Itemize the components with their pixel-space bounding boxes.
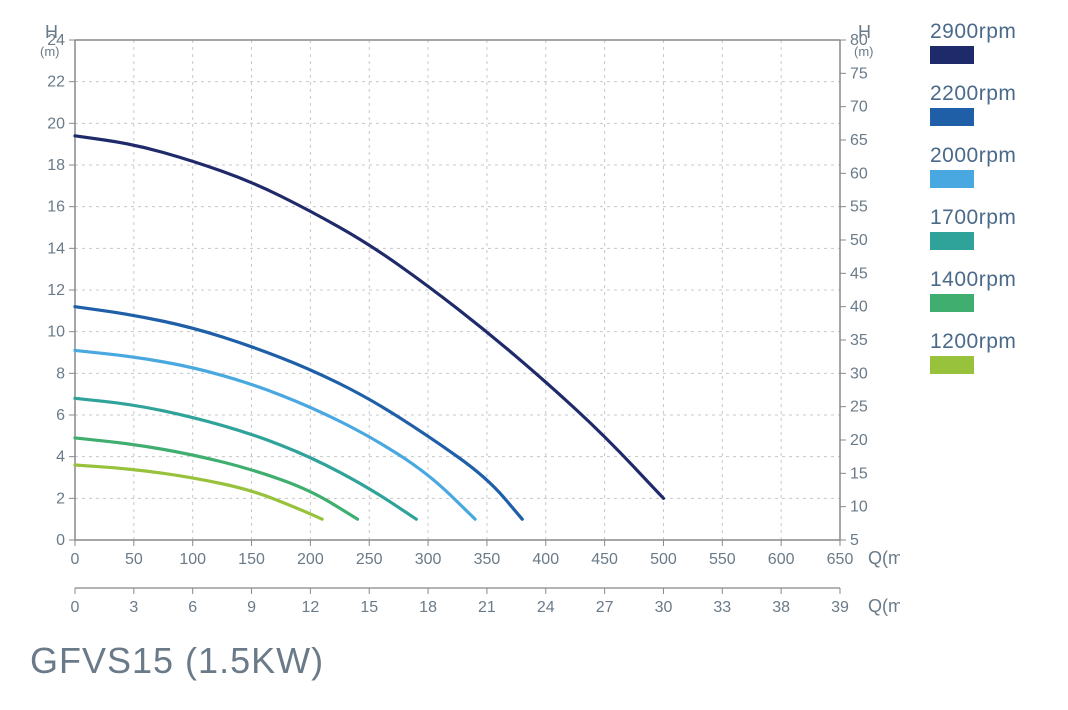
x2-axis-unit: Q(m³/h) [868,596,900,616]
x2-tick-label: 39 [831,599,849,616]
legend-label: 1400rpm [930,268,1016,292]
legend-label: 2000rpm [930,144,1016,168]
x2-tick-label: 6 [188,599,197,616]
series-2900rpm [75,136,663,499]
y-tick-label: 20 [47,115,65,132]
y-tick-label: 6 [56,407,65,424]
x-tick-label: 450 [591,551,618,568]
x-tick-label: 550 [709,551,736,568]
x-tick-label: 500 [650,551,677,568]
series-1200rpm [75,465,322,519]
chart-title: GFVS15 (1.5KW) [30,640,324,682]
legend-item: 1700rpm [930,206,1016,250]
series-1400rpm [75,438,357,519]
y-tick-label: 2 [56,490,65,507]
y-tick-label: 0 [56,532,65,549]
legend-label: 1200rpm [930,330,1016,354]
x2-tick-label: 38 [772,599,790,616]
y-tick-label: 14 [47,240,65,257]
x2-tick-label: 27 [596,599,614,616]
x-tick-label: 50 [125,551,143,568]
x-tick-label: 100 [179,551,206,568]
x2-tick-label: 21 [478,599,496,616]
y-tick-label: 8 [56,365,65,382]
x2-tick-label: 15 [360,599,378,616]
legend: 2900rpm 2200rpm 2000rpm 1700rpm 1400rpm 1200r… [930,20,1016,392]
y2-tick-label: 65 [850,132,868,149]
y2-tick-label: 40 [850,299,868,316]
x2-tick-label: 33 [713,599,731,616]
legend-item: 1200rpm [930,330,1016,374]
legend-swatch [930,170,974,188]
y2-tick-label: 25 [850,399,868,416]
y2-tick-label: 55 [850,199,868,216]
y2-tick-label: 50 [850,232,868,249]
x-axis-unit: Q(m³/h) [868,548,900,568]
y-tick-label: 16 [47,199,65,216]
x-tick-label: 650 [827,551,854,568]
y2-tick-label: 20 [850,432,868,449]
y2-axis-title: H [858,22,871,42]
x2-tick-label: 3 [129,599,138,616]
chart-figure: 024681012141618202224H(m)510152025303540… [0,0,1068,710]
y2-tick-label: 75 [850,65,868,82]
pump-curve-chart: 024681012141618202224H(m)510152025303540… [20,20,900,620]
y-tick-label: 10 [47,324,65,341]
y2-axis-unit: (m) [854,44,874,59]
x-tick-label: 600 [768,551,795,568]
x2-tick-label: 18 [419,599,437,616]
y2-tick-label: 60 [850,165,868,182]
x-tick-label: 0 [71,551,80,568]
x-tick-label: 150 [238,551,265,568]
legend-swatch [930,46,974,64]
y2-tick-label: 5 [850,532,859,549]
y-tick-label: 18 [47,157,65,174]
grid [75,40,840,540]
series-1700rpm [75,398,416,519]
x-tick-label: 300 [415,551,442,568]
legend-item: 2000rpm [930,144,1016,188]
y2-tick-label: 10 [850,499,868,516]
legend-item: 2900rpm [930,20,1016,64]
y-tick-label: 22 [47,74,65,91]
x2-tick-label: 9 [247,599,256,616]
x-tick-label: 250 [356,551,383,568]
y-tick-label: 4 [56,449,65,466]
legend-swatch [930,294,974,312]
x2-tick-label: 30 [655,599,673,616]
y2-tick-label: 15 [850,465,868,482]
y2-tick-label: 45 [850,265,868,282]
x-tick-label: 400 [532,551,559,568]
y2-tick-label: 35 [850,332,868,349]
x2-tick-label: 0 [71,599,80,616]
x-tick-label: 200 [297,551,324,568]
legend-swatch [930,232,974,250]
y-tick-label: 12 [47,282,65,299]
legend-label: 2900rpm [930,20,1016,44]
x2-tick-label: 24 [537,599,555,616]
x2-tick-label: 12 [301,599,319,616]
legend-item: 1400rpm [930,268,1016,312]
series-2000rpm [75,350,475,519]
y-axis-title: H [45,22,58,42]
legend-label: 2200rpm [930,82,1016,106]
legend-swatch [930,356,974,374]
legend-label: 1700rpm [930,206,1016,230]
legend-swatch [930,108,974,126]
y-axis-unit: (m) [40,44,60,59]
y2-tick-label: 30 [850,365,868,382]
y2-tick-label: 70 [850,99,868,116]
x-tick-label: 350 [474,551,501,568]
legend-item: 2200rpm [930,82,1016,126]
